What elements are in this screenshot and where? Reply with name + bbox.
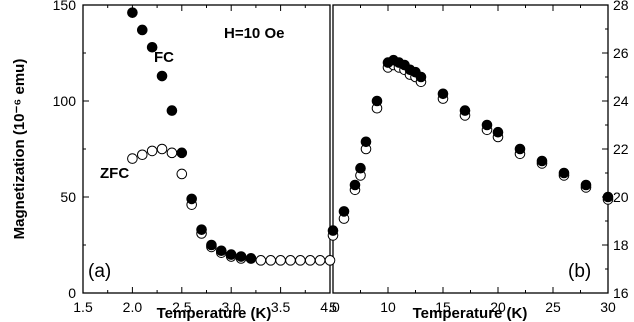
panel-b-frame xyxy=(332,4,609,294)
panel-b-filled-point xyxy=(481,119,493,131)
x-tick-label-a-0: 1.5 xyxy=(73,299,93,315)
panel-a-open-point xyxy=(146,145,158,157)
panel-b-filled-point xyxy=(580,179,592,191)
panel-a-open-point xyxy=(255,255,267,266)
panel-b-filled-point xyxy=(558,167,570,179)
x-tick-label-a-1: 2.0 xyxy=(123,299,143,315)
panel-a-filled-point xyxy=(186,193,197,205)
panel-b-filled-point xyxy=(338,206,350,217)
y-tick-label-b-1: 18 xyxy=(613,237,629,253)
panel-b-filled-point xyxy=(536,155,548,167)
panel-a-filled-point xyxy=(225,249,237,260)
panel-b-filled-point xyxy=(459,105,471,116)
panel-a-filled-point xyxy=(176,147,188,159)
panel-a-open-point xyxy=(314,255,326,266)
panel-a-open-point xyxy=(275,255,286,266)
x-tick-label-a-4: 3.5 xyxy=(271,299,291,315)
x-tick-label-b-2: 15 xyxy=(435,299,451,315)
y-axis-label: Magnetization (10⁻⁶ emu) xyxy=(11,59,28,240)
x-tick-label-a-5: 4.0 xyxy=(320,299,340,315)
fc-label: FC xyxy=(154,49,174,66)
panel-b-filled-point xyxy=(349,179,361,191)
panel-a-open-point xyxy=(324,255,336,266)
panel-b-filled-point xyxy=(327,225,339,236)
y-tick-label-a-3: 150 xyxy=(53,0,77,13)
y-tick-label-b-4: 24 xyxy=(613,93,629,109)
panel-a-open-point xyxy=(127,153,138,164)
x-tick-label-b-4: 25 xyxy=(545,299,561,315)
panel-a-filled-point xyxy=(127,7,138,18)
panel-a-filled-point xyxy=(196,224,207,235)
y-tick-label-b-3: 22 xyxy=(613,141,629,157)
panel-b-filled-point xyxy=(371,95,383,107)
panel-a-open-point xyxy=(285,255,296,266)
panel-a-filled-point xyxy=(136,24,148,36)
panel-a-frame xyxy=(82,4,331,294)
panel-a-label: (a) xyxy=(88,261,111,282)
panel-a-open-point xyxy=(166,147,178,159)
y-tick-label-a-1: 50 xyxy=(60,189,76,205)
panel-a-open-point xyxy=(265,255,277,266)
panel-a-open-point xyxy=(136,149,148,161)
y-tick-label-b-5: 26 xyxy=(613,45,629,61)
x-tick-label-b-1: 10 xyxy=(380,299,396,315)
field-annotation: H=10 Oe xyxy=(224,25,284,42)
panel-a-filled-point xyxy=(245,253,257,264)
panel-a-filled-point xyxy=(235,251,247,262)
y-tick-label-b-0: 16 xyxy=(613,285,629,301)
x-tick-label-b-3: 20 xyxy=(490,299,506,315)
x-tick-label-a-2: 2.5 xyxy=(172,299,192,315)
panel-a-filled-point xyxy=(166,105,178,116)
panel-b-filled-point xyxy=(360,136,372,148)
x-tick-label-b-0: 5 xyxy=(329,299,337,315)
panel-a-filled-point xyxy=(206,239,217,251)
panel-a-open-point xyxy=(295,255,306,266)
panel-b-label: (b) xyxy=(568,261,591,282)
x-axis-label-b: Temperature (K) xyxy=(413,305,528,322)
panel-a-points xyxy=(127,7,336,266)
x-tick-label-a-3: 3.0 xyxy=(221,299,241,315)
panel-b-filled-point xyxy=(437,88,449,100)
y-tick-label-a-0: 0 xyxy=(68,285,76,301)
panel-b-filled-point xyxy=(355,162,366,174)
panel-a-filled-point xyxy=(216,245,227,257)
panel-a-filled-point xyxy=(156,70,168,82)
y-tick-label-b-2: 20 xyxy=(613,189,629,205)
panel-a-open-point xyxy=(176,168,188,180)
panel-b-filled-point xyxy=(602,191,614,203)
x-axis-label-a: Temperature (K) xyxy=(157,305,272,322)
panel-b-filled-point xyxy=(514,143,526,155)
panel-b-filled-point xyxy=(415,71,427,83)
y-tick-label-a-2: 100 xyxy=(53,93,77,109)
panel-a-open-point xyxy=(304,255,316,266)
zfc-label: ZFC xyxy=(100,165,129,182)
panel-b-points xyxy=(327,54,614,241)
panel-a-ticks: 1.5 2.0 2.5 3.0 3.5 4.0 0 50 100 150 xyxy=(53,0,340,315)
y-tick-label-b-6: 28 xyxy=(613,0,629,13)
panel-a-filled-point xyxy=(146,41,158,53)
panel-b-filled-point xyxy=(492,126,504,138)
x-tick-label-b-5: 30 xyxy=(600,299,616,315)
panel-a-open-point xyxy=(156,143,168,155)
